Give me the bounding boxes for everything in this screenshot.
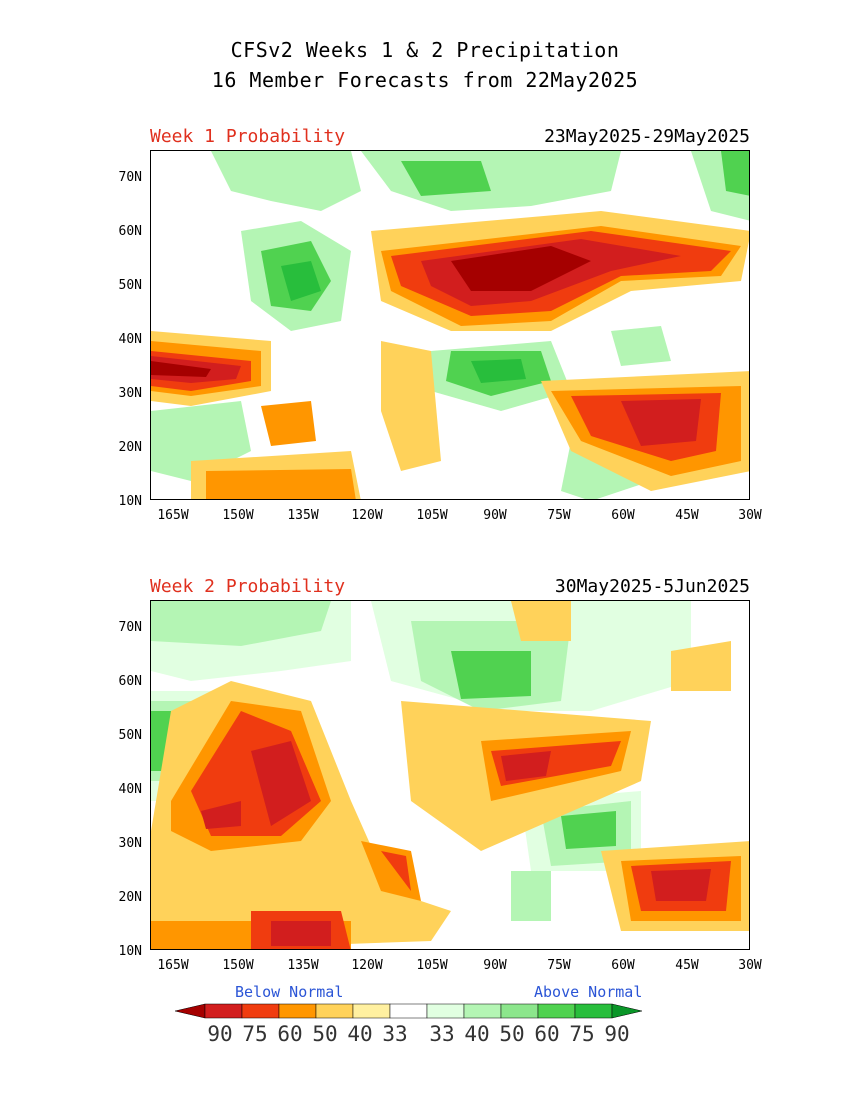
p1-lat-20: 20N	[118, 440, 142, 455]
p2-lon-150: 150W	[222, 958, 254, 973]
legend-value: 75	[242, 1022, 268, 1046]
p2-lat-20: 20N	[118, 890, 142, 905]
week1-probability-field	[151, 151, 749, 499]
panel1-dates: 23May2025-29May2025	[544, 126, 750, 147]
p2-lat-30: 30N	[118, 836, 142, 851]
p1-lon-45: 45W	[675, 508, 699, 523]
legend-swatch	[204, 1003, 243, 1019]
legend-value: 75	[569, 1022, 595, 1046]
legend-swatch	[426, 1003, 465, 1019]
legend-value: 33	[429, 1022, 455, 1046]
p1-lat-60: 60N	[118, 224, 142, 239]
legend-swatch	[574, 1003, 613, 1019]
legend-above-normal: Above Normal	[534, 983, 643, 1001]
legend-value: 90	[604, 1022, 630, 1046]
p2-lon-120: 120W	[351, 958, 383, 973]
legend-swatch	[537, 1003, 576, 1019]
p1-lat-10: 10N	[118, 494, 142, 509]
legend-value: 33	[382, 1022, 408, 1046]
p2-lat-70: 70N	[118, 620, 142, 635]
p2-lon-45: 45W	[675, 958, 699, 973]
legend-swatch	[352, 1003, 391, 1019]
p2-lon-60: 60W	[611, 958, 635, 973]
legend-below-normal: Below Normal	[235, 983, 344, 1001]
week1-map	[150, 150, 750, 500]
p1-lon-105: 105W	[416, 508, 448, 523]
p2-lat-10: 10N	[118, 944, 142, 959]
p1-lon-150: 150W	[222, 508, 254, 523]
p1-lon-120: 120W	[351, 508, 383, 523]
week2-map	[150, 600, 750, 950]
p2-lon-105: 105W	[416, 958, 448, 973]
p1-lat-40: 40N	[118, 332, 142, 347]
p1-lat-30: 30N	[118, 386, 142, 401]
panel2-dates: 30May2025-5Jun2025	[554, 576, 750, 597]
chart-title-line2: 16 Member Forecasts from 22May2025	[211, 68, 639, 92]
panel1-label: Week 1 Probability	[150, 126, 346, 147]
p1-lon-75: 75W	[547, 508, 571, 523]
legend-value: 90	[207, 1022, 233, 1046]
panel2-label: Week 2 Probability	[150, 576, 346, 597]
week2-probability-field	[151, 601, 749, 949]
legend-value: 60	[534, 1022, 560, 1046]
legend-swatch	[389, 1003, 428, 1019]
legend-swatch	[175, 1003, 206, 1019]
legend-value: 40	[464, 1022, 490, 1046]
legend-swatch	[611, 1003, 643, 1019]
p2-lat-40: 40N	[118, 782, 142, 797]
p1-lon-90: 90W	[483, 508, 507, 523]
p2-lon-135: 135W	[287, 958, 319, 973]
legend-swatch	[315, 1003, 354, 1019]
p2-lon-75: 75W	[547, 958, 571, 973]
p1-lat-50: 50N	[118, 278, 142, 293]
p1-lon-60: 60W	[611, 508, 635, 523]
legend-value: 50	[312, 1022, 338, 1046]
p2-lon-165: 165W	[157, 958, 189, 973]
p1-lon-30: 30W	[738, 508, 762, 523]
p2-lat-60: 60N	[118, 674, 142, 689]
p1-lon-165: 165W	[157, 508, 189, 523]
legend-colorbar	[175, 1003, 643, 1019]
legend-value: 60	[277, 1022, 303, 1046]
p1-lon-135: 135W	[287, 508, 319, 523]
legend-swatch	[463, 1003, 502, 1019]
p1-lat-70: 70N	[118, 170, 142, 185]
legend-value: 40	[347, 1022, 373, 1046]
chart-title-line1: CFSv2 Weeks 1 & 2 Precipitation	[230, 38, 620, 62]
p2-lat-50: 50N	[118, 728, 142, 743]
p2-lon-90: 90W	[483, 958, 507, 973]
legend-swatch	[278, 1003, 317, 1019]
p2-lon-30: 30W	[738, 958, 762, 973]
legend-swatch	[241, 1003, 280, 1019]
legend-value: 50	[499, 1022, 525, 1046]
legend-swatch	[500, 1003, 539, 1019]
